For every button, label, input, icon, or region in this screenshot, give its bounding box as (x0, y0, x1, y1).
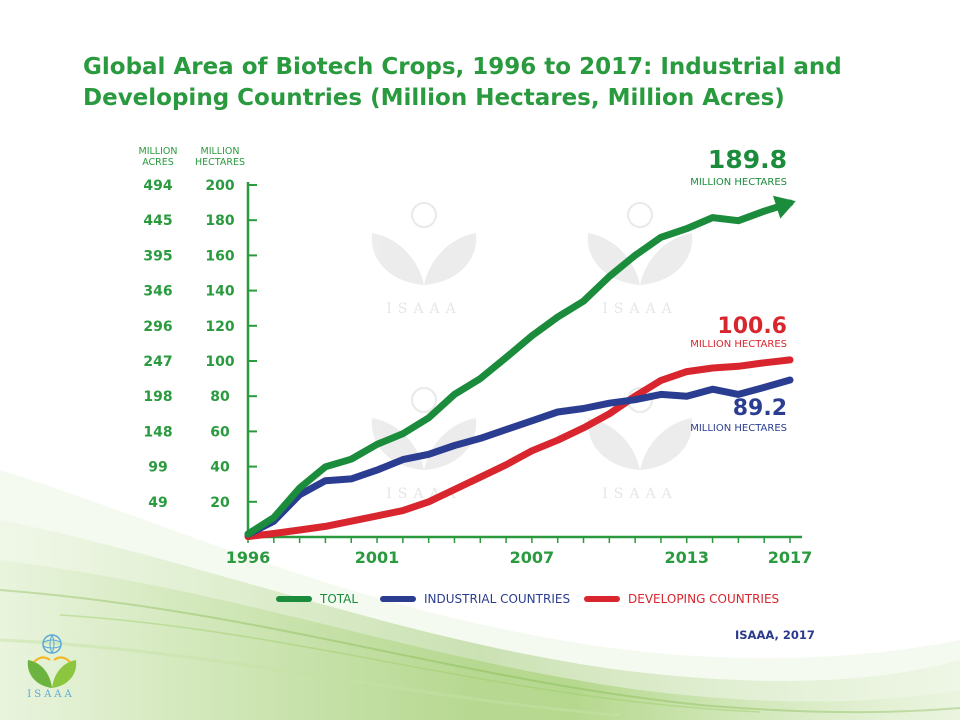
legend-label-developing: DEVELOPING COUNTRIES (628, 592, 780, 606)
y-tick-label: 20 (210, 495, 230, 511)
watermark-globe-icon (627, 202, 653, 228)
y2-tick-label: 99 (148, 460, 167, 476)
watermark-leaf-icon (587, 233, 640, 285)
watermark-text: ISAAA (602, 301, 677, 317)
y2-tick-label: 296 (143, 319, 172, 335)
watermark-leaf-icon (424, 233, 477, 285)
callout-total-unit: MILLION HECTARES (690, 177, 787, 188)
x-tick-label: 2017 (768, 548, 813, 567)
x-tick-label: 2007 (510, 548, 555, 567)
series-line-industrial (244, 376, 794, 538)
y-tick-label: 40 (210, 460, 230, 476)
watermark-leaf-icon (371, 233, 424, 285)
hectares-axis-header: MILLION HECTARES (195, 146, 245, 168)
watermark-text: ISAAA (386, 301, 461, 317)
series-line-developing (244, 356, 794, 541)
y2-tick-label: 198 (143, 389, 172, 405)
callout-developing-value: 100.6 (717, 314, 787, 339)
legend-swatch-total (276, 596, 312, 602)
y-tick-label: 120 (205, 319, 234, 335)
callout-total-value: 189.8 (708, 145, 787, 174)
y-tick-label: 160 (205, 248, 234, 264)
legend-label-total: TOTAL (320, 592, 359, 606)
y2-tick-label: 148 (143, 424, 172, 440)
y2-tick-label: 247 (143, 354, 172, 370)
y2-tick-label: 445 (143, 213, 172, 229)
y2-tick-label: 395 (143, 248, 172, 264)
legend-total: TOTAL (276, 590, 358, 608)
y-tick-label: 60 (210, 424, 230, 440)
series-line-total (244, 199, 794, 538)
legend-developing: DEVELOPING COUNTRIES (584, 590, 779, 608)
total-arrow-icon (773, 195, 796, 219)
chart-title: Global Area of Biotech Crops, 1996 to 20… (83, 54, 842, 111)
watermark-logo: ISAAA (587, 202, 693, 317)
acres-axis-header: MILLION ACRES (138, 146, 178, 168)
y-tick-label: 200 (205, 178, 234, 194)
watermark-logo: ISAAA (371, 202, 477, 317)
watermark-leaf-icon (640, 418, 693, 470)
y-tick-label: 140 (205, 284, 234, 300)
x-tick-label: 1996 (226, 548, 271, 567)
watermark-globe-icon (411, 202, 437, 228)
y2-tick-label: 346 (143, 284, 172, 300)
watermark-leaf-icon (587, 418, 640, 470)
callout-industrial-value: 89.2 (733, 396, 787, 421)
y-tick-label: 180 (205, 213, 234, 229)
x-tick-label: 2001 (355, 548, 400, 567)
y-tick-label: 100 (205, 354, 234, 370)
watermark-globe-icon (411, 387, 437, 413)
callout-industrial-unit: MILLION HECTARES (690, 423, 787, 434)
source-note: ISAAA, 2017 (735, 628, 815, 642)
watermark-text: ISAAA (602, 486, 677, 502)
x-tick-label: 2013 (664, 548, 709, 567)
logo-text: ISAAA (27, 689, 75, 700)
legend-label-industrial: INDUSTRIAL COUNTRIES (424, 592, 571, 606)
y-tick-label: 80 (210, 389, 230, 405)
legend-swatch-developing (584, 596, 620, 602)
isaaa-logo (27, 634, 77, 688)
watermark-logo: ISAAA (587, 387, 693, 502)
legend-industrial: INDUSTRIAL COUNTRIES (380, 590, 570, 608)
watermark-leaf-icon (640, 233, 693, 285)
legend-swatch-industrial (380, 596, 416, 602)
callout-developing-unit: MILLION HECTARES (690, 339, 787, 350)
y2-tick-label: 494 (143, 178, 172, 194)
y2-tick-label: 49 (148, 495, 167, 511)
